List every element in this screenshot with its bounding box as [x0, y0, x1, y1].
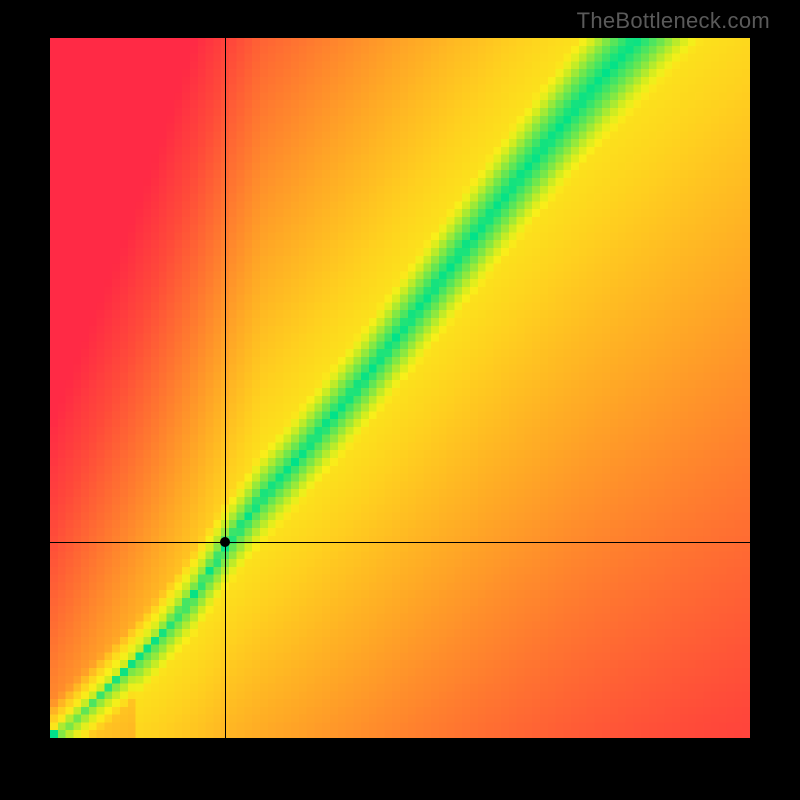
crosshair-horizontal	[50, 542, 750, 543]
heatmap-canvas	[50, 38, 750, 738]
root-container: TheBottleneck.com	[0, 0, 800, 800]
marker-dot	[220, 537, 230, 547]
watermark-text: TheBottleneck.com	[577, 8, 770, 34]
crosshair-vertical	[225, 38, 226, 738]
heatmap-plot	[50, 38, 750, 738]
